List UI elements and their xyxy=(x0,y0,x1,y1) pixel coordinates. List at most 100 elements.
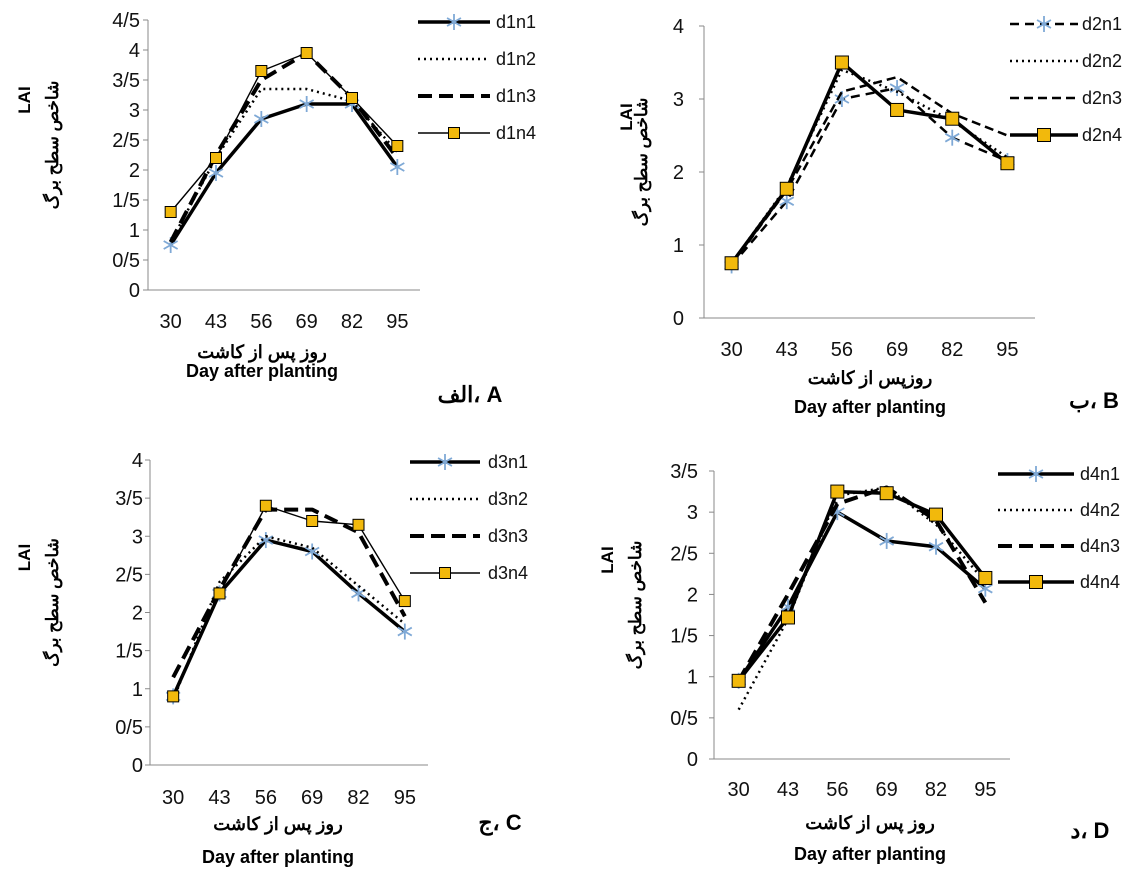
data-point-d4n4 xyxy=(978,570,993,585)
data-point-d3n4 xyxy=(352,518,365,531)
y-tick-label: 2 xyxy=(132,603,143,625)
data-point-d1n4 xyxy=(300,47,313,59)
panel-label: د، D xyxy=(1071,818,1110,843)
y-tick-label: 2 xyxy=(673,162,684,184)
data-point-d4n1-stroke xyxy=(928,541,944,552)
data-point-d4n4 xyxy=(781,610,795,625)
data-point-d4n1 xyxy=(879,532,895,549)
data-point-d2n1-stroke xyxy=(944,132,960,143)
series-d3n4 xyxy=(167,499,411,703)
x-tick-label: 82 xyxy=(341,311,363,333)
legend-entry-d1n2: d1n2 xyxy=(418,49,536,69)
y-tick-label: 4 xyxy=(673,16,684,38)
legend-marker-stroke xyxy=(1028,469,1044,479)
y-tick-label: 4/5 xyxy=(112,10,140,32)
data-point-d2n4 xyxy=(945,111,960,126)
legend-entry-d4n2: d4n2 xyxy=(998,500,1120,520)
y-tick-label: 4 xyxy=(132,450,143,472)
x-tick-label: 56 xyxy=(255,787,277,809)
data-point-d3n1 xyxy=(258,532,274,549)
data-point-d3n4 xyxy=(398,595,411,608)
data-point-d4n4 xyxy=(830,484,845,499)
y-tick-label: 1/5 xyxy=(115,641,143,663)
series-line-d3n4 xyxy=(172,505,406,697)
y-tick-label: 1 xyxy=(132,679,143,701)
legend-label: d2n1 xyxy=(1082,14,1122,34)
x-axis-label-en: Day after planting xyxy=(202,847,354,867)
y-tick-label: 2 xyxy=(129,160,140,182)
y-tick-label: 2/5 xyxy=(670,543,698,565)
y-tick-label: 3 xyxy=(132,526,143,548)
y-axis-label-en: LAI xyxy=(15,86,34,113)
data-point-d2n1-stroke xyxy=(834,94,850,104)
x-axis-label-en: Day after planting xyxy=(186,361,338,381)
y-tick-label: 2/5 xyxy=(112,130,140,152)
x-axis-label-en: Day after planting xyxy=(794,397,946,417)
x-tick-label: 56 xyxy=(831,339,853,361)
legend-marker xyxy=(439,567,451,579)
chart-panel-1: 0 0/5 1 1/5 2 2/5 3 3/5 4 4/5 30 43 56 69 82 95 LAI شاخص … xyxy=(15,10,536,407)
data-point-d2n1 xyxy=(944,129,960,146)
data-point-d1n4 xyxy=(391,140,404,152)
data-point-d3n4 xyxy=(167,690,180,703)
legend-marker xyxy=(437,454,453,470)
x-tick-label: 56 xyxy=(250,311,272,333)
series-d2n4 xyxy=(724,55,1015,271)
series-d2n3 xyxy=(730,75,1008,266)
series-line-d3n3 xyxy=(171,507,407,679)
x-tick-label: 82 xyxy=(925,779,947,801)
data-point-d1n1-stroke xyxy=(253,114,269,124)
x-tick-label: 30 xyxy=(728,779,750,801)
data-point-d2n4 xyxy=(724,256,739,271)
legend-label: d2n3 xyxy=(1082,88,1122,108)
panel-label: ج، C xyxy=(478,810,521,836)
series-d2n2 xyxy=(730,68,1009,264)
x-tick-label: 69 xyxy=(886,339,908,361)
data-point-d1n4 xyxy=(255,65,268,77)
y-tick-label: 3/5 xyxy=(670,461,698,483)
legend-marker-stroke xyxy=(437,457,453,467)
data-point-d2n1 xyxy=(779,193,795,210)
data-point-d1n4 xyxy=(210,152,222,164)
legend-entry-d2n2: d2n2 xyxy=(1010,51,1122,71)
y-tick-label: 0 xyxy=(673,308,684,330)
legend-label: d3n2 xyxy=(488,489,528,509)
legend-marker xyxy=(1028,466,1044,482)
data-point-d4n4 xyxy=(879,486,894,501)
x-axis-label-fa: روزپس از کاشت xyxy=(808,368,933,389)
series-d3n3 xyxy=(171,507,407,679)
series-d4n4 xyxy=(731,484,993,688)
x-axis-label-fa: روز پس از کاشت xyxy=(213,814,343,835)
data-point-d2n4 xyxy=(834,55,849,70)
x-tick-label: 95 xyxy=(394,787,416,809)
y-tick-label: 1 xyxy=(673,235,684,257)
series-line-d1n4 xyxy=(170,52,398,213)
y-tick-label: 0 xyxy=(132,755,143,777)
legend-entry-d1n3: d1n3 xyxy=(418,86,536,106)
legend-entry-d2n3: d2n3 xyxy=(1010,88,1122,108)
legend-label: d1n3 xyxy=(496,86,536,106)
y-tick-label: 0/5 xyxy=(670,708,698,730)
data-point-d3n1 xyxy=(397,623,413,640)
x-tick-label: 30 xyxy=(160,311,182,333)
legend-entry-d1n4: d1n4 xyxy=(418,123,536,143)
series-d4n2 xyxy=(737,486,987,711)
series-line-d1n3 xyxy=(168,51,399,243)
legend-marker xyxy=(1037,128,1051,142)
y-tick-label: 0/5 xyxy=(115,717,143,739)
series-d1n3 xyxy=(168,51,399,243)
legend-marker-stroke xyxy=(1036,19,1052,29)
y-axis-label-fa: شاخص سطح برگ xyxy=(42,81,63,210)
series-line-d2n2 xyxy=(730,68,1009,264)
data-point-d1n1-stroke xyxy=(208,168,224,178)
y-tick-label: 4 xyxy=(129,40,140,62)
legend-marker xyxy=(448,127,460,139)
legend-marker xyxy=(446,14,462,30)
legend-label: d3n1 xyxy=(488,452,528,472)
data-point-d4n4 xyxy=(929,507,943,522)
data-point-d3n1-stroke xyxy=(397,626,413,637)
panel-label: ب، B xyxy=(1069,388,1119,413)
y-tick-label: 1/5 xyxy=(112,190,140,212)
